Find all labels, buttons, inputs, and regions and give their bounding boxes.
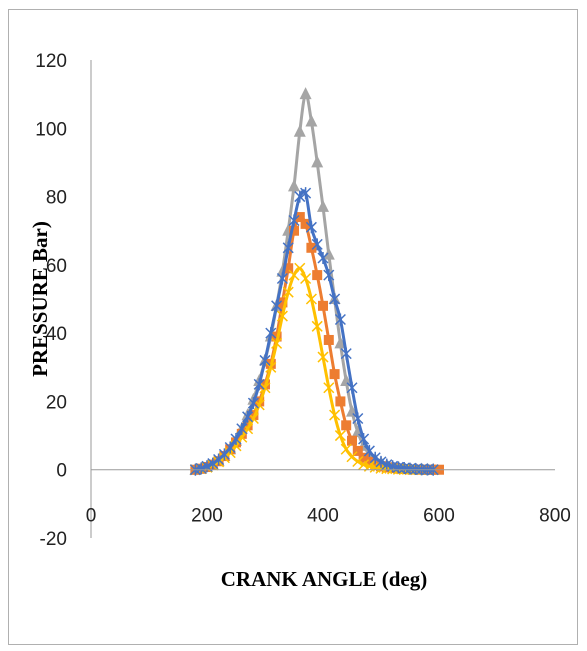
- y-tick-label: 20: [46, 392, 67, 413]
- data-point: [276, 310, 288, 322]
- y-tick-label: 0: [56, 461, 67, 482]
- data-point: [300, 272, 312, 285]
- y-tick-labels: -20 0 20 40 60 80 100 120: [35, 51, 67, 550]
- data-point: [346, 404, 358, 417]
- data-point: [358, 432, 370, 445]
- data-point: [259, 382, 271, 394]
- data-point: [340, 373, 353, 386]
- data-point: [305, 221, 317, 234]
- data-point: [317, 252, 329, 265]
- data-point: [299, 87, 312, 100]
- data-point: [288, 179, 300, 192]
- chart-frame: [8, 9, 578, 645]
- data-point: [294, 212, 305, 223]
- data-point: [352, 455, 364, 468]
- data-point: [340, 443, 352, 455]
- data-point: [341, 420, 352, 431]
- series-triangle: [189, 87, 440, 475]
- x-tick-label: 200: [191, 506, 223, 527]
- data-point: [277, 297, 288, 308]
- data-point: [247, 397, 259, 410]
- data-point: [322, 247, 335, 260]
- data-point: [195, 462, 207, 475]
- data-point: [300, 187, 312, 200]
- series-layer: [189, 87, 444, 476]
- data-point: [265, 327, 277, 340]
- y-axis-title: PRESSURE Bar): [28, 221, 52, 377]
- data-point: [230, 432, 242, 445]
- data-point: [236, 422, 248, 435]
- data-point: [346, 381, 358, 394]
- data-point: [329, 409, 341, 421]
- data-point: [370, 459, 381, 470]
- data-point: [294, 190, 306, 203]
- data-point: [224, 441, 236, 454]
- series-line: [195, 92, 434, 472]
- data-point: [312, 270, 323, 281]
- data-point: [282, 241, 294, 254]
- data-point: [311, 155, 324, 168]
- data-point: [318, 300, 328, 311]
- y-tick-label: 60: [46, 256, 67, 277]
- data-point: [259, 354, 271, 367]
- data-point: [369, 451, 381, 464]
- series-square: [190, 212, 444, 475]
- x-tick-label: 600: [423, 506, 455, 527]
- data-point: [329, 369, 340, 380]
- data-point: [340, 347, 352, 360]
- data-point: [352, 412, 364, 425]
- data-point: [334, 430, 346, 442]
- series-x: [189, 262, 439, 476]
- x-axis-title: CRANK ANGLE (deg): [221, 567, 428, 591]
- data-point: [242, 410, 254, 423]
- data-point: [289, 225, 299, 236]
- data-point: [317, 351, 329, 363]
- data-point: [271, 337, 283, 349]
- data-point: [323, 382, 335, 394]
- data-point: [276, 272, 288, 285]
- series-line: [195, 215, 439, 472]
- y-tick-label: 100: [35, 119, 67, 140]
- x-tick-label: 800: [539, 506, 571, 527]
- data-point: [293, 124, 306, 137]
- data-point: [294, 262, 306, 274]
- data-point: [329, 293, 341, 305]
- data-point: [306, 242, 317, 253]
- x-tick-labels: 0 200 400 600 800: [86, 506, 571, 527]
- data-point: [242, 420, 253, 431]
- data-point: [305, 114, 318, 127]
- data-point: [375, 455, 387, 468]
- x-tick-label: 400: [307, 506, 339, 527]
- data-point: [311, 320, 323, 332]
- y-tick-label: -20: [40, 529, 67, 550]
- data-point: [358, 452, 369, 463]
- y-tick-label: 120: [35, 51, 67, 72]
- data-point: [334, 313, 346, 326]
- data-point: [300, 218, 311, 229]
- data-point: [305, 293, 317, 305]
- data-point: [288, 214, 300, 227]
- x-tick-label: 0: [86, 506, 97, 527]
- data-point: [253, 378, 265, 391]
- data-point: [364, 456, 375, 467]
- data-point: [323, 334, 334, 345]
- data-point: [271, 299, 283, 312]
- data-point: [317, 199, 329, 212]
- series-star: [189, 187, 439, 476]
- data-point: [283, 263, 294, 274]
- y-tick-label: 40: [46, 324, 67, 345]
- data-point: [335, 396, 346, 407]
- data-point: [311, 238, 323, 251]
- data-point: [207, 457, 219, 470]
- data-point: [282, 286, 294, 298]
- data-point: [323, 269, 335, 282]
- data-point: [347, 435, 357, 446]
- y-tick-label: 80: [46, 188, 67, 209]
- data-point: [352, 445, 363, 456]
